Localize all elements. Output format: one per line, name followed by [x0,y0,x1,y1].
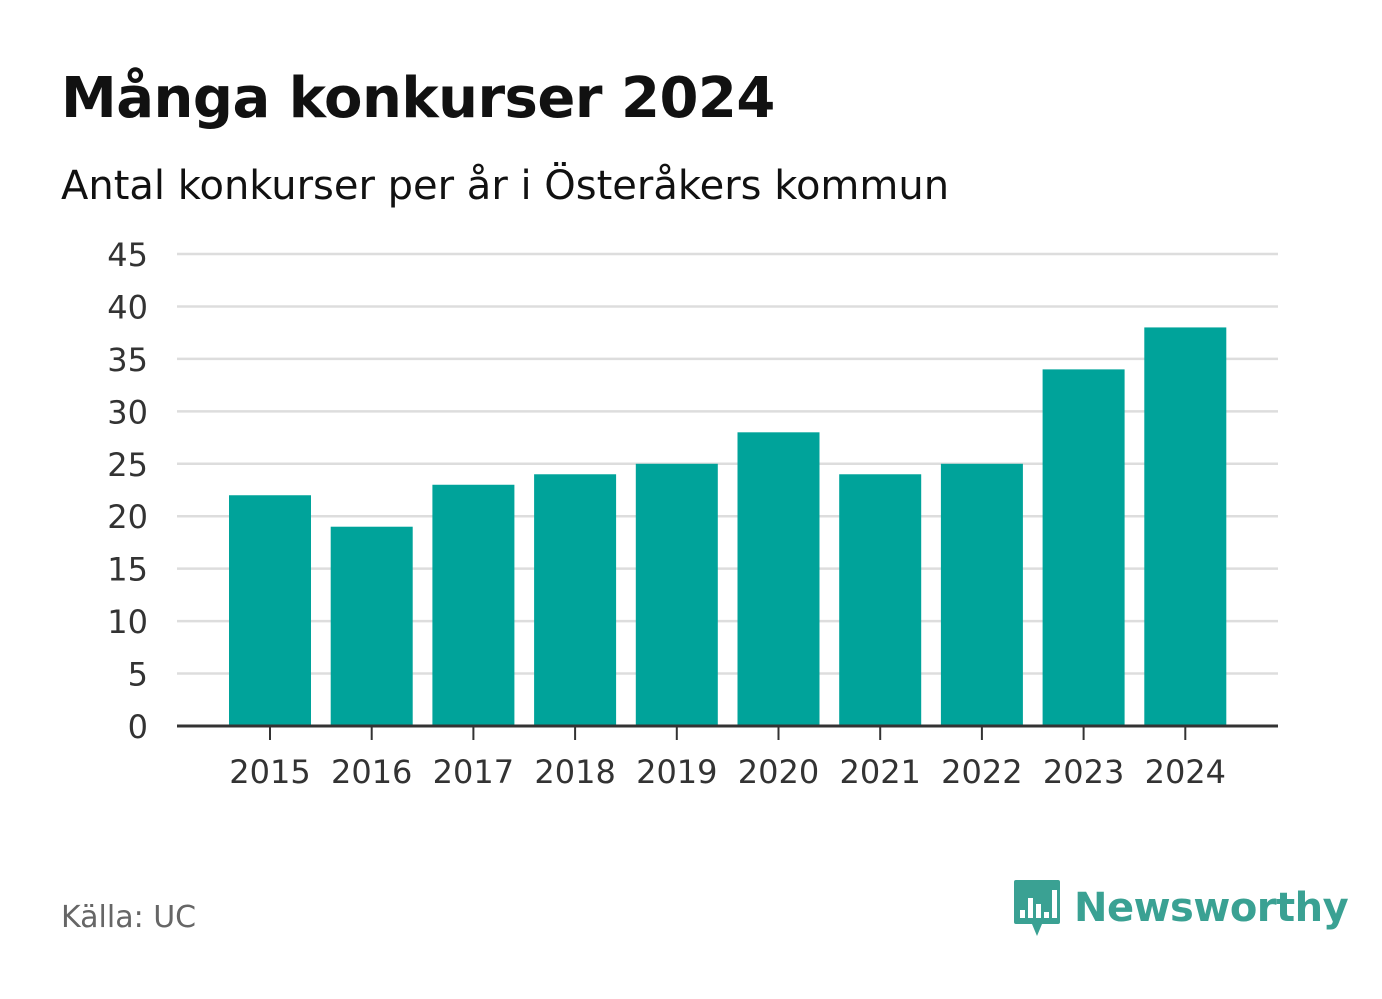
y-tick-label: 25 [107,446,148,484]
bar-2020 [737,432,820,726]
x-tick-label: 2023 [1043,753,1124,791]
x-tick-label: 2017 [433,753,514,791]
bar-2024 [1144,327,1227,726]
x-tick-label: 2018 [534,753,615,791]
bar-2021 [839,474,922,726]
bar-2017 [432,484,515,726]
y-tick-label: 20 [107,498,148,536]
bar-2019 [635,463,718,726]
y-tick-label: 0 [128,708,148,746]
x-axis-ticks: 2015 2016 2017 2018 2019 2020 2021 2022 2023 2024 [229,726,1226,791]
newsworthy-logo: Newsworthy [1012,878,1349,938]
x-tick-label: 2015 [229,753,310,791]
bar-2016 [330,526,413,726]
x-tick-label: 2022 [941,753,1022,791]
y-tick-label: 40 [107,288,148,326]
chart-title: Många konkurser 2024 [61,66,775,131]
y-tick-label: 15 [107,551,148,589]
y-tick-label: 45 [107,236,148,274]
y-tick-label: 35 [107,341,148,379]
y-tick-label: 30 [107,393,148,431]
bars [229,327,1227,726]
x-tick-label: 2016 [331,753,412,791]
bar-chart-speech-bubble-icon [1014,880,1060,936]
chart-subtitle: Antal konkurser per år i Österåkers komm… [61,163,950,209]
bar-2022 [940,463,1023,726]
y-tick-label: 5 [128,656,148,694]
source-note: Källa: UC [61,900,197,935]
y-axis-ticks: 0 5 10 15 20 25 30 35 40 45 [107,236,148,746]
bar-2023 [1042,369,1125,726]
x-tick-label: 2021 [839,753,920,791]
bar-2015 [229,495,311,726]
x-tick-label: 2024 [1145,753,1226,791]
bar-2018 [534,474,617,726]
x-tick-label: 2019 [636,753,717,791]
brand-name: Newsworthy [1074,885,1349,931]
x-tick-label: 2020 [738,753,819,791]
y-tick-label: 10 [107,603,148,641]
